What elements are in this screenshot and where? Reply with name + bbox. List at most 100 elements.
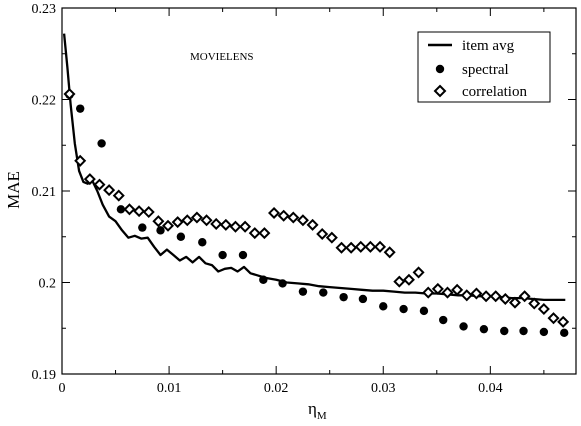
data-point-spectral — [519, 326, 528, 336]
data-point-correlation — [219, 218, 232, 231]
data-point-correlation — [112, 189, 125, 202]
y-axis-label: MAE — [4, 171, 23, 209]
x-tick-label: 0 — [59, 381, 66, 396]
data-point-correlation — [123, 203, 136, 216]
y-tick-label: 0.2 — [39, 277, 57, 292]
data-point-correlation — [258, 227, 271, 240]
data-point-correlation — [171, 216, 184, 229]
data-point-spectral — [500, 326, 509, 336]
data-point-spectral — [479, 324, 489, 334]
data-point-spectral — [539, 327, 549, 337]
x-tick-label: 0.04 — [478, 381, 503, 396]
data-point-correlation — [74, 154, 87, 167]
data-point-correlation — [431, 282, 444, 295]
data-point-spectral — [399, 304, 408, 314]
data-point-spectral — [76, 104, 85, 113]
y-tick-label: 0.22 — [32, 94, 57, 109]
data-point-spectral — [176, 232, 186, 241]
legend-label-correlation: correlation — [462, 84, 527, 100]
data-point-spectral — [238, 250, 248, 260]
data-point-correlation — [393, 275, 406, 288]
data-point-correlation — [518, 290, 531, 303]
data-point-correlation — [181, 214, 194, 227]
data-point-correlation — [248, 227, 261, 240]
data-point-correlation — [93, 178, 106, 191]
data-point-spectral — [379, 302, 388, 311]
data-point-correlation — [325, 231, 338, 244]
data-point-spectral — [298, 287, 308, 296]
data-point-correlation — [161, 219, 175, 232]
data-point-correlation — [537, 303, 550, 316]
data-point-correlation — [229, 220, 242, 233]
data-point-spectral — [259, 275, 268, 284]
data-point-correlation — [210, 217, 223, 230]
data-point-correlation — [83, 173, 96, 186]
data-point-correlation — [508, 296, 521, 309]
chart-annotation: MOVIELENS — [190, 51, 254, 63]
data-point-spectral — [439, 315, 448, 325]
data-point-correlation — [306, 218, 319, 231]
data-point-spectral — [198, 238, 207, 247]
y-tick-label: 0.23 — [32, 2, 57, 17]
data-point-correlation — [528, 297, 541, 310]
data-point-correlation — [239, 220, 252, 233]
data-point-correlation — [470, 287, 483, 300]
x-tick-label: 0.03 — [371, 381, 396, 396]
data-point-spectral — [319, 288, 328, 297]
data-point-correlation — [547, 312, 560, 325]
data-point-spectral — [459, 322, 468, 331]
data-point-correlation — [277, 209, 290, 222]
data-point-correlation — [268, 206, 281, 219]
data-point-spectral — [339, 292, 348, 302]
data-point-correlation — [190, 211, 203, 224]
data-point-correlation — [402, 273, 415, 286]
legend-swatch-spectral — [435, 64, 445, 74]
data-point-correlation — [345, 241, 358, 254]
data-point-correlation — [296, 214, 309, 227]
data-point-correlation — [200, 214, 213, 227]
data-point-correlation — [335, 241, 348, 254]
axis-ticks: 0 0.01 0.02 0.03 0.04 0.19 0.2 0.21 0.22 0.23 — [32, 2, 576, 396]
x-axis-label-sub: M — [317, 410, 327, 422]
data-point-spectral — [278, 279, 287, 288]
data-point-correlation — [499, 292, 512, 305]
y-tick-label: 0.21 — [32, 185, 57, 200]
series-line-item-avg — [62, 33, 566, 302]
data-point-correlation — [412, 266, 425, 279]
data-point-correlation — [364, 240, 377, 253]
data-point-correlation — [422, 286, 435, 299]
data-point-correlation — [480, 290, 493, 303]
data-point-correlation — [103, 184, 116, 197]
data-point-correlation — [287, 211, 300, 224]
x-axis-label: ηM — [308, 399, 327, 422]
data-point-spectral — [560, 328, 569, 338]
data-point-spectral — [419, 306, 429, 316]
data-point-spectral — [116, 205, 126, 214]
x-tick-label: 0.01 — [157, 381, 182, 396]
data-point-correlation — [441, 286, 454, 299]
data-point-spectral — [218, 250, 227, 260]
data-point-correlation — [557, 315, 570, 328]
data-point-spectral — [97, 139, 106, 148]
legend-swatch-correlation — [433, 84, 447, 98]
data-point-correlation — [460, 289, 473, 302]
data-point-spectral — [156, 226, 165, 235]
x-axis-label-main: η — [308, 399, 317, 418]
data-point-correlation — [142, 206, 155, 219]
legend-label-item-avg: item avg — [462, 38, 515, 54]
data-point-spectral — [358, 294, 368, 304]
x-tick-label: 0.02 — [264, 381, 289, 396]
y-tick-label: 0.19 — [32, 368, 57, 383]
plot-area — [61, 7, 577, 375]
data-point-correlation — [316, 227, 329, 241]
data-point-correlation — [133, 205, 146, 218]
data-point-correlation — [152, 215, 165, 228]
legend-label-spectral: spectral — [462, 62, 509, 78]
data-point-correlation — [354, 240, 367, 253]
data-point-correlation — [63, 87, 76, 101]
data-point-correlation — [374, 240, 387, 253]
data-point-correlation — [451, 283, 464, 296]
data-point-correlation — [489, 290, 502, 303]
